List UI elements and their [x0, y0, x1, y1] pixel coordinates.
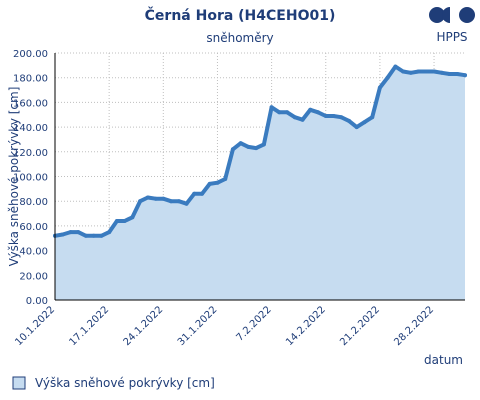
data-point — [377, 85, 382, 90]
data-point — [169, 199, 173, 204]
data-point — [416, 69, 421, 74]
x-tick-label: 14.2.2022 — [284, 304, 328, 348]
data-point — [107, 230, 112, 235]
data-point — [401, 69, 406, 74]
x-tick-label: 7.2.2022 — [234, 304, 273, 343]
data-point — [223, 177, 228, 181]
data-point — [277, 110, 282, 115]
legend: Výška sněhové pokrývky [cm] — [12, 376, 215, 390]
data-point — [292, 115, 297, 120]
logo-half-circle — [442, 7, 450, 23]
data-point — [300, 117, 305, 122]
chart-title: Černá Hora (H4CEHO01) — [145, 6, 336, 24]
data-point — [323, 114, 328, 118]
data-point — [331, 114, 336, 118]
data-point — [385, 75, 390, 80]
data-point — [238, 141, 243, 146]
data-points — [53, 64, 467, 238]
data-point — [463, 73, 467, 78]
y-axis-label: Výška sněhové pokrývky [cm] — [7, 87, 21, 267]
data-point — [145, 195, 150, 200]
y-tick-label: 40.00 — [19, 247, 48, 258]
data-point — [99, 233, 104, 238]
data-point — [192, 191, 197, 196]
data-point — [200, 191, 204, 196]
data-point — [339, 115, 344, 120]
data-point — [285, 110, 290, 115]
x-tick-label: 21.2.2022 — [338, 304, 382, 348]
y-tick-label: 160.00 — [13, 98, 48, 109]
data-point — [83, 233, 88, 238]
y-tick-label: 140.00 — [13, 123, 48, 134]
data-point — [432, 69, 437, 74]
data-point — [362, 120, 367, 125]
hpps-logo: HPPS — [429, 7, 475, 44]
logo-text: HPPS — [436, 30, 467, 44]
data-point — [91, 233, 96, 238]
data-point — [455, 72, 460, 76]
x-tick-labels: 10.1.2022 17.1.2022 24.1.2022 31.1.2022 7.2.… — [13, 304, 436, 348]
data-point — [439, 70, 444, 75]
y-tick-label: 60.00 — [19, 222, 48, 233]
y-tick-label: 100.00 — [13, 173, 48, 184]
y-tick-label: 0.00 — [26, 296, 48, 307]
data-point — [308, 107, 313, 112]
y-tick-label: 180.00 — [13, 74, 48, 85]
data-point — [68, 230, 73, 235]
data-point — [184, 201, 189, 206]
data-point — [130, 215, 135, 220]
data-point — [347, 118, 351, 123]
x-tick-label: 10.1.2022 — [13, 304, 57, 348]
data-point — [176, 199, 181, 204]
data-point — [215, 180, 220, 185]
y-tick-labels: 0.00 20.00 40.00 60.00 80.00 100.00 120.00 140.… — [13, 49, 48, 307]
y-tick-label: 80.00 — [19, 197, 48, 208]
data-point — [161, 196, 166, 201]
logo-circle-left — [429, 7, 445, 23]
data-point — [393, 64, 398, 69]
y-tick-label: 200.00 — [13, 49, 48, 60]
data-point — [114, 219, 119, 223]
data-point — [316, 110, 320, 115]
data-point — [408, 70, 413, 75]
legend-swatch — [12, 376, 26, 390]
data-point — [76, 230, 81, 235]
x-tick-label: 28.2.2022 — [392, 304, 436, 348]
x-tick-label: 24.1.2022 — [122, 304, 166, 348]
data-point — [60, 232, 65, 237]
x-tick-label: 17.1.2022 — [67, 304, 111, 348]
data-point — [230, 147, 235, 152]
data-point — [370, 115, 375, 120]
data-point — [122, 219, 127, 223]
data-point — [424, 69, 429, 74]
data-point — [207, 181, 212, 186]
data-point — [254, 146, 259, 151]
logo-circle-right — [459, 7, 475, 23]
y-tick-label: 120.00 — [13, 148, 48, 159]
data-point — [354, 125, 359, 130]
axes — [54, 53, 465, 301]
data-point — [246, 144, 251, 149]
x-axis-label: datum — [424, 353, 463, 367]
y-tick-label: 20.00 — [19, 271, 48, 282]
data-point — [269, 105, 274, 110]
data-point — [261, 142, 266, 147]
x-tick-label: 31.1.2022 — [176, 304, 220, 348]
data-point — [153, 196, 158, 201]
chart-subtitle: sněhoměry — [206, 31, 273, 45]
data-point — [447, 72, 452, 76]
legend-label: Výška sněhové pokrývky [cm] — [35, 376, 215, 390]
data-point — [138, 199, 143, 204]
